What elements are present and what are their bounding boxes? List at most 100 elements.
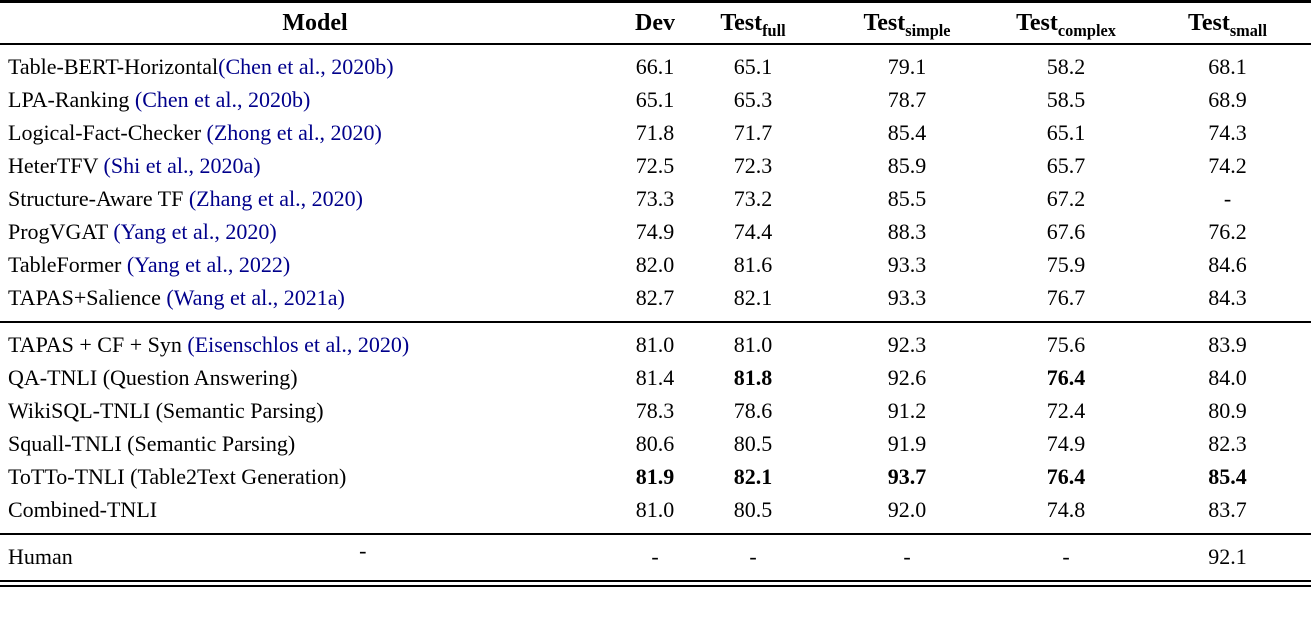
value-cell: 65.7 xyxy=(1046,153,1086,178)
value-cell: 58.5 xyxy=(1046,87,1086,112)
value-cell: 72.3 xyxy=(733,153,773,178)
model-name: Table-BERT-Horizontal xyxy=(8,54,219,79)
citation-link[interactable]: (Eisenschlos et al., 2020) xyxy=(187,332,410,357)
column-header-test-simple: Testsimple xyxy=(826,2,988,45)
column-header-label: Test xyxy=(720,10,763,36)
value-cell: 78.3 xyxy=(635,398,675,423)
column-header-dev: Dev xyxy=(630,2,680,45)
table-row: WikiSQL-TNLI (Semantic Parsing) 78.3 78.6 9… xyxy=(0,395,1311,428)
value-cell: 74.4 xyxy=(733,219,773,244)
model-name: ToTTo-TNLI (Table2Text Generation) xyxy=(8,464,347,489)
table-row: Squall-TNLI (Semantic Parsing) 80.6 80.5 91… xyxy=(0,428,1311,461)
value-cell: 93.7 xyxy=(887,464,927,489)
citation-link[interactable]: (Chen et al., 2020b) xyxy=(218,54,394,79)
value-cell: 71.7 xyxy=(733,120,773,145)
model-cell: Table-BERT-Horizontal(Chen et al., 2020b… xyxy=(0,44,630,84)
value-cell: 65.1 xyxy=(733,54,773,79)
value-cell: 76.7 xyxy=(1046,285,1086,310)
model-name: Structure-Aware TF xyxy=(8,186,189,211)
value-cell: 75.9 xyxy=(1046,252,1086,277)
value-cell: 83.7 xyxy=(1208,497,1247,522)
value-cell: 73.2 xyxy=(733,186,773,211)
citation-link[interactable]: (Yang et al., 2022) xyxy=(126,252,291,277)
column-header-subscript: simple xyxy=(905,20,951,40)
value-cell: 91.9 xyxy=(887,431,927,456)
table-group-human: Human - - - - - 92.1 xyxy=(0,534,1311,584)
value-cell: 85.4 xyxy=(887,120,927,145)
model-column-dash: - xyxy=(359,538,367,563)
column-header-label: Dev xyxy=(635,10,675,36)
column-header-label: Test xyxy=(1188,10,1230,36)
value-cell: 74.8 xyxy=(1046,497,1086,522)
value-cell: 81.0 xyxy=(733,332,773,357)
model-name: TAPAS+Salience xyxy=(8,285,167,310)
value-cell: 88.3 xyxy=(887,219,927,244)
value-cell: 65.1 xyxy=(1046,120,1086,145)
value-cell: 73.3 xyxy=(635,186,675,211)
column-header-test-small: Testsmall xyxy=(1144,2,1311,45)
value-cell: 75.6 xyxy=(1046,332,1086,357)
model-cell: Human - xyxy=(0,534,630,584)
value-cell: 72.5 xyxy=(635,153,675,178)
value-cell: - xyxy=(1062,544,1070,569)
citation-link[interactable]: (Wang et al., 2021a) xyxy=(166,285,345,310)
value-cell: 81.4 xyxy=(635,365,675,390)
table-row: HeterTFV (Shi et al., 2020a) 72.5 72.3 85.9… xyxy=(0,150,1311,183)
column-header-subscript: full xyxy=(762,20,786,40)
model-name: Combined-TNLI xyxy=(8,497,158,522)
table-row: ProgVGAT (Yang et al., 2020) 74.9 74.4 88.3… xyxy=(0,216,1311,249)
model-cell: Squall-TNLI (Semantic Parsing) xyxy=(0,428,630,461)
results-table: Model Dev Testfull Testsimple Testcomple… xyxy=(0,0,1311,587)
citation-link[interactable]: (Yang et al., 2020) xyxy=(113,219,277,244)
value-cell: 81.6 xyxy=(733,252,773,277)
value-cell: 85.9 xyxy=(887,153,927,178)
model-name: Squall-TNLI (Semantic Parsing) xyxy=(8,431,296,456)
value-cell: 81.9 xyxy=(635,464,675,489)
value-cell: 93.3 xyxy=(887,252,927,277)
model-name: WikiSQL-TNLI (Semantic Parsing) xyxy=(8,398,324,423)
model-cell: Logical-Fact-Checker (Zhong et al., 2020… xyxy=(0,117,630,150)
value-cell: 68.1 xyxy=(1208,54,1247,79)
model-name: QA-TNLI (Question Answering) xyxy=(8,365,298,390)
value-cell: 93.3 xyxy=(887,285,927,310)
value-cell: 92.6 xyxy=(887,365,927,390)
citation-link[interactable]: (Shi et al., 2020a) xyxy=(103,153,261,178)
value-cell: 83.9 xyxy=(1208,332,1247,357)
column-header-test-full: Testfull xyxy=(680,2,826,45)
table-row: TAPAS + CF + Syn (Eisenschlos et al., 20… xyxy=(0,322,1311,362)
value-cell: 74.2 xyxy=(1208,153,1247,178)
model-cell: HeterTFV (Shi et al., 2020a) xyxy=(0,150,630,183)
column-header-label: Test xyxy=(1016,10,1058,36)
value-cell: 74.9 xyxy=(635,219,675,244)
value-cell: 81.8 xyxy=(733,365,773,390)
value-cell: 58.2 xyxy=(1046,54,1086,79)
model-cell: QA-TNLI (Question Answering) xyxy=(0,362,630,395)
table-row: Structure-Aware TF (Zhang et al., 2020) 7… xyxy=(0,183,1311,216)
value-cell: 76.4 xyxy=(1046,464,1086,489)
value-cell: - xyxy=(1223,186,1232,211)
citation-link[interactable]: (Chen et al., 2020b) xyxy=(134,87,311,112)
column-header-model: Model xyxy=(0,2,630,45)
citation-link[interactable]: (Zhang et al., 2020) xyxy=(188,186,363,211)
value-cell: 67.6 xyxy=(1046,219,1086,244)
model-name: TableFormer xyxy=(8,252,127,277)
model-name: Human xyxy=(8,544,73,569)
table-row: ToTTo-TNLI (Table2Text Generation) 81.9 82… xyxy=(0,461,1311,494)
value-cell: 78.7 xyxy=(887,87,927,112)
value-cell: 80.9 xyxy=(1208,398,1247,423)
model-cell: Structure-Aware TF (Zhang et al., 2020) xyxy=(0,183,630,216)
table-row: Combined-TNLI 81.0 80.5 92.0 74.8 83.7 xyxy=(0,494,1311,534)
value-cell: - xyxy=(903,544,911,569)
value-cell: 84.6 xyxy=(1208,252,1247,277)
value-cell: 92.0 xyxy=(887,497,927,522)
value-cell: 80.5 xyxy=(733,497,773,522)
table-row: Table-BERT-Horizontal(Chen et al., 2020b… xyxy=(0,44,1311,84)
value-cell: 72.4 xyxy=(1046,398,1086,423)
model-cell: TAPAS + CF + Syn (Eisenschlos et al., 20… xyxy=(0,322,630,362)
value-cell: 68.9 xyxy=(1208,87,1247,112)
column-header-subscript: complex xyxy=(1057,20,1116,40)
value-cell: 67.2 xyxy=(1046,186,1086,211)
value-cell: 92.1 xyxy=(1208,544,1247,569)
value-cell: 91.2 xyxy=(887,398,927,423)
citation-link[interactable]: (Zhong et al., 2020) xyxy=(206,120,382,145)
